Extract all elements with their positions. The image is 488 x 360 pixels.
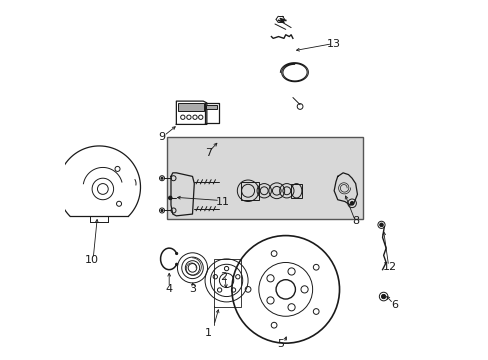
Text: 13: 13 xyxy=(326,39,341,49)
Bar xyxy=(214,259,241,307)
Text: 5: 5 xyxy=(276,339,283,349)
Text: 9: 9 xyxy=(158,132,165,142)
Circle shape xyxy=(161,210,163,212)
Bar xyxy=(167,137,362,220)
Circle shape xyxy=(381,294,385,299)
Circle shape xyxy=(175,252,177,255)
Circle shape xyxy=(175,263,177,265)
Circle shape xyxy=(379,223,383,226)
Text: 3: 3 xyxy=(189,284,196,294)
Bar xyxy=(290,184,301,198)
Text: 4: 4 xyxy=(165,284,172,294)
Text: 6: 6 xyxy=(391,300,398,310)
Text: 10: 10 xyxy=(85,255,99,265)
Text: 11: 11 xyxy=(216,197,229,207)
Circle shape xyxy=(349,202,353,205)
Bar xyxy=(241,182,258,200)
Bar xyxy=(206,105,217,109)
Text: 1: 1 xyxy=(205,328,212,338)
Text: 2: 2 xyxy=(220,272,227,282)
Bar xyxy=(178,103,203,111)
Text: 8: 8 xyxy=(351,216,359,226)
Circle shape xyxy=(161,177,163,179)
Circle shape xyxy=(168,196,172,200)
Text: 7: 7 xyxy=(204,148,212,158)
Text: 12: 12 xyxy=(382,262,396,272)
